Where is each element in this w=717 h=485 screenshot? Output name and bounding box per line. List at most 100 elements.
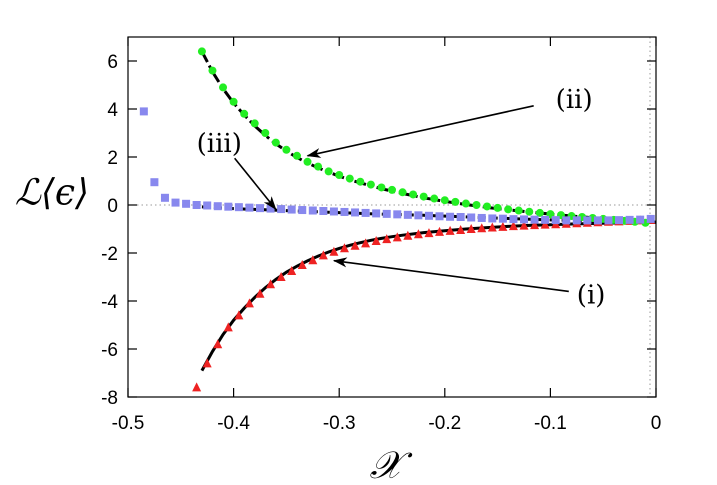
circle-marker [314, 162, 323, 171]
y-tick-label: 2 [107, 148, 118, 169]
annotation-i-label: (i) [577, 280, 606, 310]
circle-marker [345, 174, 354, 183]
square-marker [351, 208, 360, 217]
y-tick-label: 4 [107, 100, 118, 121]
square-marker [393, 210, 402, 219]
square-marker [636, 215, 645, 224]
square-marker [541, 215, 550, 224]
square-marker [424, 211, 433, 220]
square-marker [382, 209, 391, 218]
triangle-marker [540, 219, 550, 229]
x-axis-label: 𝒳 [370, 443, 413, 485]
square-marker [646, 214, 655, 223]
square-marker [583, 216, 592, 225]
triangle-marker [339, 243, 349, 253]
triangle-marker [424, 228, 434, 238]
square-marker [572, 216, 581, 225]
x-tick-label: -0.4 [217, 413, 250, 434]
triangle-marker [382, 234, 392, 244]
circle-marker [197, 47, 206, 56]
triangle-marker [244, 298, 254, 308]
triangle-marker [508, 221, 518, 231]
circle-marker [461, 199, 470, 208]
triangle-marker [213, 339, 223, 349]
square-marker [403, 210, 412, 219]
circle-marker [504, 205, 513, 214]
square-marker [203, 201, 212, 210]
fit-curve-iii [201, 205, 646, 224]
triangle-marker [329, 246, 339, 256]
square-marker [446, 212, 455, 221]
circle-marker [240, 109, 249, 118]
circle-marker [535, 208, 544, 217]
y-tick-label: -6 [101, 340, 118, 361]
triangle-marker [318, 250, 328, 260]
triangle-marker [202, 358, 212, 368]
square-marker [256, 204, 264, 213]
circle-marker [324, 167, 333, 176]
circle-marker [525, 207, 534, 216]
annotation-iii-arrow [234, 157, 277, 211]
circle-marker [219, 83, 228, 92]
square-marker [435, 212, 444, 221]
square-marker [182, 199, 191, 208]
circle-marker [493, 203, 502, 212]
circle-marker [472, 201, 481, 209]
triangle-marker [487, 222, 497, 232]
square-marker [224, 202, 233, 211]
annotation-i-arrow [332, 257, 569, 293]
circle-marker [419, 192, 428, 201]
triangle-marker [223, 322, 233, 332]
triangle-marker [234, 310, 244, 320]
square-marker [308, 206, 317, 215]
triangle-marker [361, 238, 371, 248]
triangle-marker [477, 223, 487, 233]
square-marker [160, 193, 169, 202]
x-tick-label: -0.5 [112, 413, 145, 434]
y-tick-label: -4 [101, 292, 118, 313]
square-marker [329, 207, 338, 216]
square-marker [520, 215, 528, 224]
y-tick-label: -8 [101, 388, 118, 409]
plot-frame [127, 36, 657, 398]
square-marker [245, 203, 254, 212]
triangle-marker [276, 272, 286, 281]
triangle-marker [297, 260, 307, 269]
circle-marker [292, 151, 301, 160]
square-marker [593, 216, 602, 225]
circle-marker [451, 197, 460, 206]
circle-marker [229, 97, 238, 106]
triangle-marker [287, 266, 297, 275]
x-tick-label: -0.2 [428, 413, 461, 434]
square-marker [298, 206, 307, 215]
circle-marker [514, 206, 523, 215]
triangle-marker [435, 226, 445, 236]
circle-marker [335, 171, 344, 179]
circle-marker [208, 66, 217, 75]
triangle-marker [456, 224, 466, 234]
square-marker [414, 211, 423, 220]
triangle-marker [350, 240, 360, 250]
triangle-marker [498, 221, 508, 231]
circle-marker [388, 185, 396, 194]
y-tick-label: 6 [107, 52, 118, 73]
square-marker [213, 202, 222, 211]
fit-curve-ii [200, 50, 657, 224]
square-marker [234, 203, 243, 212]
square-marker [477, 213, 486, 222]
circle-marker [398, 188, 407, 197]
triangle-marker [255, 288, 265, 298]
annotations: (i) (ii) (iii) [197, 85, 606, 311]
triangle-marker [413, 229, 423, 239]
circle-marker [303, 157, 312, 166]
square-marker [456, 213, 465, 221]
square-marker [319, 207, 328, 215]
triangle-marker [266, 279, 276, 289]
circle-marker [440, 196, 449, 205]
circle-marker [261, 129, 270, 137]
square-marker [509, 215, 518, 224]
triangle-marker [466, 224, 476, 233]
x-tick-label: -0.3 [323, 413, 356, 434]
triangle-marker [403, 230, 413, 240]
